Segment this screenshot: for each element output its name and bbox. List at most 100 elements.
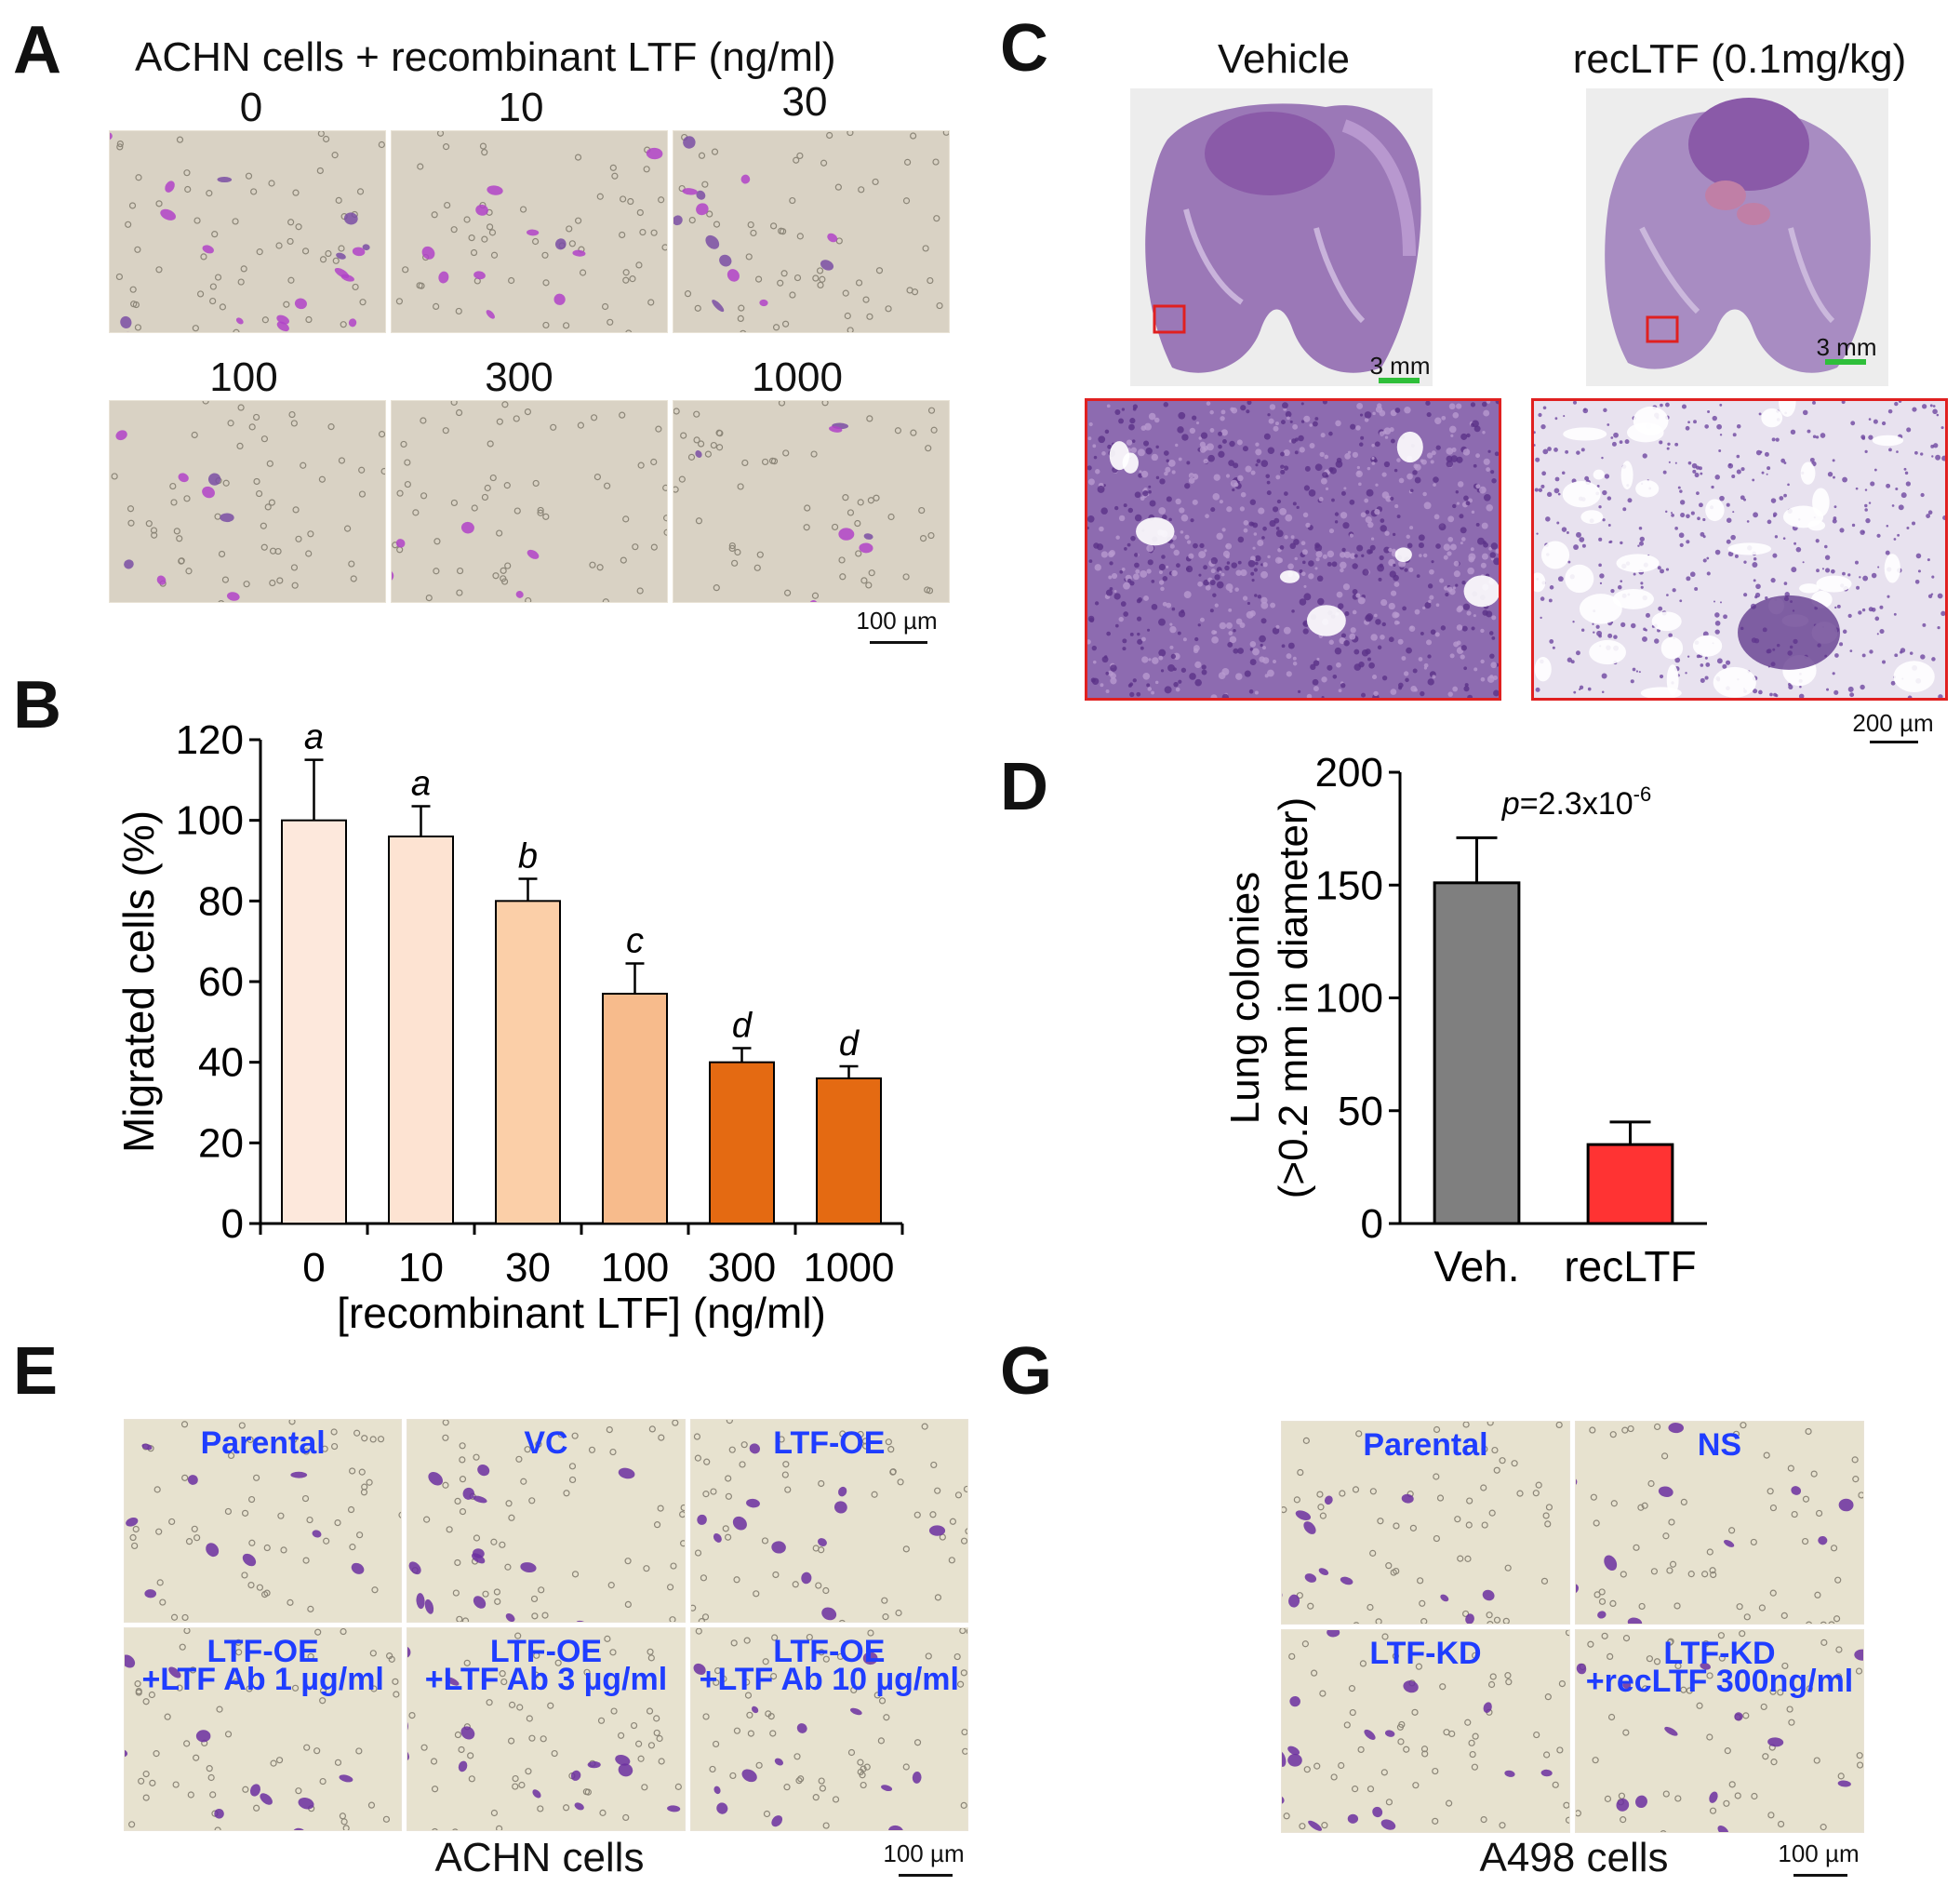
bar — [709, 1061, 775, 1224]
group-label-vehicle: Vehicle — [1218, 36, 1350, 82]
micrograph-tile: LTF-OE — [689, 1419, 968, 1623]
y-tick-label: 200 — [1315, 750, 1383, 796]
micrograph-a-0 — [109, 130, 386, 333]
bar — [388, 836, 454, 1224]
micrograph-a-10 — [391, 130, 668, 333]
panel-letter-c: C — [1000, 11, 1048, 86]
micrograph-overlay-label: LTF-KD — [1663, 1636, 1776, 1671]
scale-label-c-overview: 3 mm — [1369, 352, 1431, 380]
y-axis-label: Lung colonies — [1222, 872, 1268, 1125]
micrograph-a-1000 — [673, 400, 950, 603]
y-tick-label: 0 — [221, 1201, 244, 1247]
y-tick-label: 150 — [1315, 863, 1383, 908]
micrograph-overlay-label: LTF-OE — [773, 1425, 886, 1461]
panel-e-micrograph-grid: Parental VC LTF-OE LTF-OE +LTF Ab 1 µg/ml LTF… — [124, 1419, 968, 1831]
micrograph-overlay-label: Parental — [200, 1425, 326, 1461]
micrograph-overlay-label: LTF-OE — [489, 1634, 603, 1669]
bar — [816, 1077, 882, 1224]
panel-letter-e: E — [13, 1334, 59, 1409]
micrograph-overlay-label: +recLTF 300ng/ml — [1585, 1664, 1854, 1699]
panel-letter-a: A — [13, 13, 61, 87]
panel-letter-b: B — [13, 668, 61, 742]
panel-letter-g: G — [1000, 1334, 1053, 1409]
bar — [495, 900, 561, 1224]
micrograph-overlay-label: +LTF Ab 3 µg/ml — [424, 1662, 668, 1697]
p-value-annotation: p=2.3x10-6 — [1501, 782, 1651, 822]
y-tick-label: 100 — [176, 798, 244, 844]
y-tick-label: 50 — [1338, 1089, 1383, 1134]
micrograph-a-100 — [109, 400, 386, 603]
y-tick-label: 40 — [198, 1040, 244, 1086]
y-tick-label: 80 — [198, 878, 244, 924]
x-tick-label: 300 — [708, 1245, 776, 1291]
micrograph-overlay-label: +LTF Ab 1 µg/ml — [141, 1662, 384, 1697]
y-tick-label: 100 — [1315, 976, 1383, 1022]
micrograph-tile: VC — [407, 1419, 686, 1623]
bar — [281, 819, 347, 1225]
panel-e-caption: ACHN cells — [434, 1835, 645, 1880]
scale-bar-g — [1793, 1874, 1847, 1877]
x-tick-label: recLTF — [1564, 1242, 1696, 1291]
scale-label-a: 100 µm — [856, 607, 938, 635]
significance-letter: d — [839, 1024, 860, 1063]
scale-bar-a — [870, 641, 927, 644]
micrograph-a-300 — [391, 400, 668, 603]
scale-label-c-zoom: 200 µm — [1852, 709, 1934, 737]
significance-letter: d — [732, 1007, 753, 1046]
micrograph-tile: NS — [1575, 1421, 1864, 1625]
x-tick-label: 100 — [601, 1245, 669, 1291]
micrograph-overlay-label: LTF-KD — [1369, 1636, 1482, 1671]
micrograph-tile: Parental — [124, 1419, 403, 1623]
micrograph-tile: Parental — [1281, 1421, 1570, 1625]
micrograph-overlay-label: LTF-OE — [207, 1634, 319, 1669]
lung-overview-recltf — [1586, 88, 1888, 386]
y-tick-label: 0 — [1361, 1201, 1383, 1247]
micrograph-tile: LTF-OE +LTF Ab 3 µg/ml — [407, 1627, 686, 1831]
lung-overview-vehicle — [1130, 88, 1433, 386]
micrograph-overlay-label: NS — [1697, 1427, 1742, 1463]
significance-letter: b — [518, 837, 538, 876]
micrograph-overlay-label: +LTF Ab 10 µg/ml — [699, 1662, 959, 1697]
panel-a-dose-label: 100 — [209, 354, 278, 400]
x-tick-label: Veh. — [1433, 1242, 1519, 1291]
panel-a-dose-label: 1000 — [752, 354, 843, 400]
micrograph-overlay-label: VC — [524, 1425, 568, 1461]
x-tick-label: 1000 — [804, 1245, 895, 1291]
panel-g-caption: A498 cells — [1479, 1835, 1669, 1880]
y-tick-label: 60 — [198, 959, 244, 1005]
x-axis-label: [recombinant LTF] (ng/ml) — [337, 1289, 826, 1337]
group-label-reclttf: recLTF (0.1mg/kg) — [1572, 36, 1907, 82]
bar — [602, 993, 668, 1224]
chart-b: 0 20 40 60 80 100 120 a 0 a 10 b 30 c 100 d 300 d 1000[rec… — [114, 717, 904, 1337]
y-axis-label: Migrated cells (%) — [114, 810, 163, 1153]
scale-label-g: 100 µm — [1778, 1839, 1860, 1867]
micrograph-tile: LTF-OE +LTF Ab 1 µg/ml — [124, 1627, 403, 1831]
scale-label-c-overview-2: 3 mm — [1816, 333, 1877, 361]
scale-bar-e — [899, 1874, 953, 1877]
panel-a-dose-label: 30 — [781, 79, 828, 125]
y-axis-label: (>0.2 mm in diameter) — [1271, 797, 1316, 1199]
micrograph-a-30 — [673, 130, 950, 333]
micrograph-tile: LTF-OE +LTF Ab 10 µg/ml — [689, 1627, 968, 1831]
significance-letter: c — [626, 922, 644, 961]
significance-letter: a — [411, 765, 431, 804]
scale-bar-c-overview-2 — [1825, 359, 1866, 365]
panel-letter-d: D — [1000, 750, 1048, 824]
significance-letter: a — [304, 718, 324, 757]
panel-a-dose-label: 10 — [498, 85, 544, 130]
bar — [1433, 881, 1521, 1225]
scale-bar-c-overview — [1379, 378, 1420, 383]
x-tick-label: 10 — [398, 1245, 444, 1291]
micrograph-overlay-label: Parental — [1363, 1427, 1488, 1463]
scale-label-e: 100 µm — [883, 1839, 965, 1867]
x-tick-label: 0 — [302, 1245, 325, 1291]
micrograph-tile: LTF-KD +recLTF 300ng/ml — [1575, 1629, 1864, 1833]
panel-a-dose-label: 300 — [485, 354, 553, 400]
lung-zoom-vehicle — [1085, 398, 1501, 701]
panel-a-dose-label: 0 — [239, 85, 263, 130]
lung-zoom-recltf — [1531, 398, 1948, 701]
chart-d: 0 50 100 150 200 Veh. recLTF p=2.3x10-6 Lung col… — [1222, 750, 1707, 1291]
y-tick-label: 120 — [176, 717, 244, 763]
panel-a-title: ACHN cells + recombinant LTF (ng/ml) — [135, 34, 836, 80]
x-tick-label: 30 — [505, 1245, 551, 1291]
